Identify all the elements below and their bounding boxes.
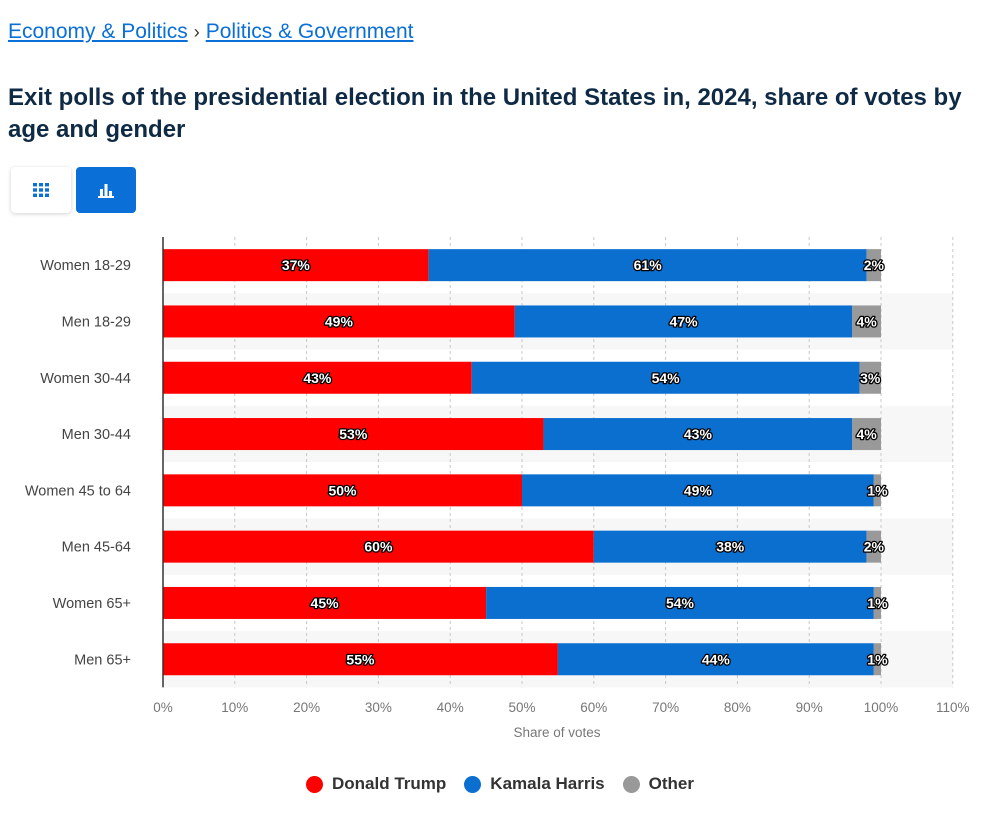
data-label: 50% (328, 482, 357, 498)
legend-item-other[interactable]: Other (622, 774, 694, 794)
data-label: 1% (867, 482, 888, 498)
data-label: 2% (864, 539, 885, 555)
legend-label: Kamala Harris (490, 774, 605, 793)
row-band (163, 631, 953, 688)
x-tick-label: 0% (153, 700, 173, 715)
data-label: 53% (339, 426, 368, 442)
data-label: 49% (684, 482, 713, 498)
breadcrumb-separator: › (193, 22, 200, 42)
chart-legend: Donald Trump Kamala Harris Other (0, 774, 1000, 794)
x-tick-label: 70% (652, 700, 679, 715)
bar-segment-donald-trump (163, 361, 472, 394)
x-tick-label: 90% (796, 700, 823, 715)
row-band (163, 293, 953, 350)
x-tick-label: 100% (864, 700, 899, 715)
category-label: Women 45 to 64 (25, 483, 131, 499)
bar-segment-kamala-harris (543, 418, 853, 451)
category-label: Men 45-64 (62, 540, 131, 556)
bar-segment-other (859, 361, 881, 394)
x-tick-label: 20% (293, 700, 320, 715)
legend-marker (464, 775, 482, 793)
bar-segment-other (873, 643, 881, 676)
data-label: 55% (346, 651, 375, 667)
bar-segment-donald-trump (163, 249, 429, 282)
grid-icon (33, 183, 49, 197)
page-title: Exit polls of the presidential election … (8, 84, 962, 143)
x-tick-label: 110% (936, 700, 970, 715)
bar-segment-other (873, 474, 881, 507)
bar-segment-kamala-harris (486, 586, 874, 619)
row-band (163, 405, 953, 463)
bar-segment-other (852, 418, 881, 451)
bar-segment-other (852, 305, 881, 338)
category-label: Women 18-29 (40, 258, 131, 274)
row-band (163, 518, 953, 575)
category-label: Men 18-29 (62, 314, 131, 330)
data-label: 38% (716, 539, 745, 555)
breadcrumb-economy-politics[interactable]: Economy & Politics (8, 20, 188, 43)
category-label: Men 65+ (74, 652, 131, 668)
x-tick-label: 60% (580, 700, 607, 715)
x-tick-label: 30% (365, 700, 392, 715)
data-label: 54% (652, 370, 681, 386)
x-tick-label: 50% (508, 700, 535, 715)
data-label: 3% (860, 370, 881, 386)
legend-marker (622, 775, 640, 793)
chart-view-button[interactable] (76, 167, 136, 213)
category-label: Women 30-44 (40, 371, 131, 387)
bar-segment-other (866, 530, 881, 563)
data-label: 49% (325, 313, 354, 329)
data-label: 43% (684, 426, 713, 442)
bar-chart-icon (98, 183, 114, 198)
breadcrumb: Economy & Politics › Politics & Government (8, 20, 413, 44)
legend-marker (306, 775, 324, 793)
data-label: 4% (857, 426, 878, 442)
table-view-button[interactable] (11, 167, 71, 213)
legend-item-donald-trump[interactable]: Donald Trump (306, 774, 446, 794)
bar-segment-donald-trump (163, 530, 594, 563)
data-label: 4% (857, 313, 878, 329)
bar-segment-kamala-harris (522, 474, 874, 507)
data-label: 1% (867, 595, 888, 611)
data-label: 37% (282, 257, 311, 273)
data-label: 54% (666, 595, 695, 611)
category-label: Men 30-44 (62, 427, 131, 443)
data-label: 1% (867, 651, 888, 667)
x-tick-label: 40% (437, 700, 464, 715)
x-axis-title: Share of votes (513, 725, 600, 740)
data-label: 47% (670, 313, 699, 329)
x-tick-label: 10% (221, 700, 248, 715)
category-label: Women 65+ (53, 596, 131, 612)
bar-segment-kamala-harris (471, 361, 860, 394)
bar-segment-kamala-harris (428, 249, 867, 282)
bar-segment-donald-trump (163, 474, 522, 507)
data-label: 61% (634, 257, 663, 273)
data-label: 45% (311, 595, 340, 611)
breadcrumb-politics-government[interactable]: Politics & Government (205, 20, 414, 43)
bar-segment-kamala-harris (557, 643, 874, 676)
data-label: 43% (303, 370, 332, 386)
legend-item-kamala-harris[interactable]: Kamala Harris (464, 774, 605, 794)
bar-segment-kamala-harris (514, 305, 853, 338)
legend-label: Other (648, 774, 694, 793)
bar-segment-donald-trump (163, 643, 558, 676)
bar-segment-donald-trump (163, 586, 487, 619)
bar-segment-other (873, 586, 881, 619)
bar-segment-donald-trump (163, 305, 515, 338)
bar-segment-donald-trump (163, 418, 544, 451)
data-label: 2% (864, 257, 885, 273)
data-label: 44% (702, 651, 731, 667)
data-label: 60% (364, 539, 393, 555)
bar-segment-other (866, 249, 881, 282)
x-tick-label: 80% (724, 700, 751, 715)
bar-segment-kamala-harris (593, 530, 867, 563)
legend-label: Donald Trump (332, 774, 447, 793)
